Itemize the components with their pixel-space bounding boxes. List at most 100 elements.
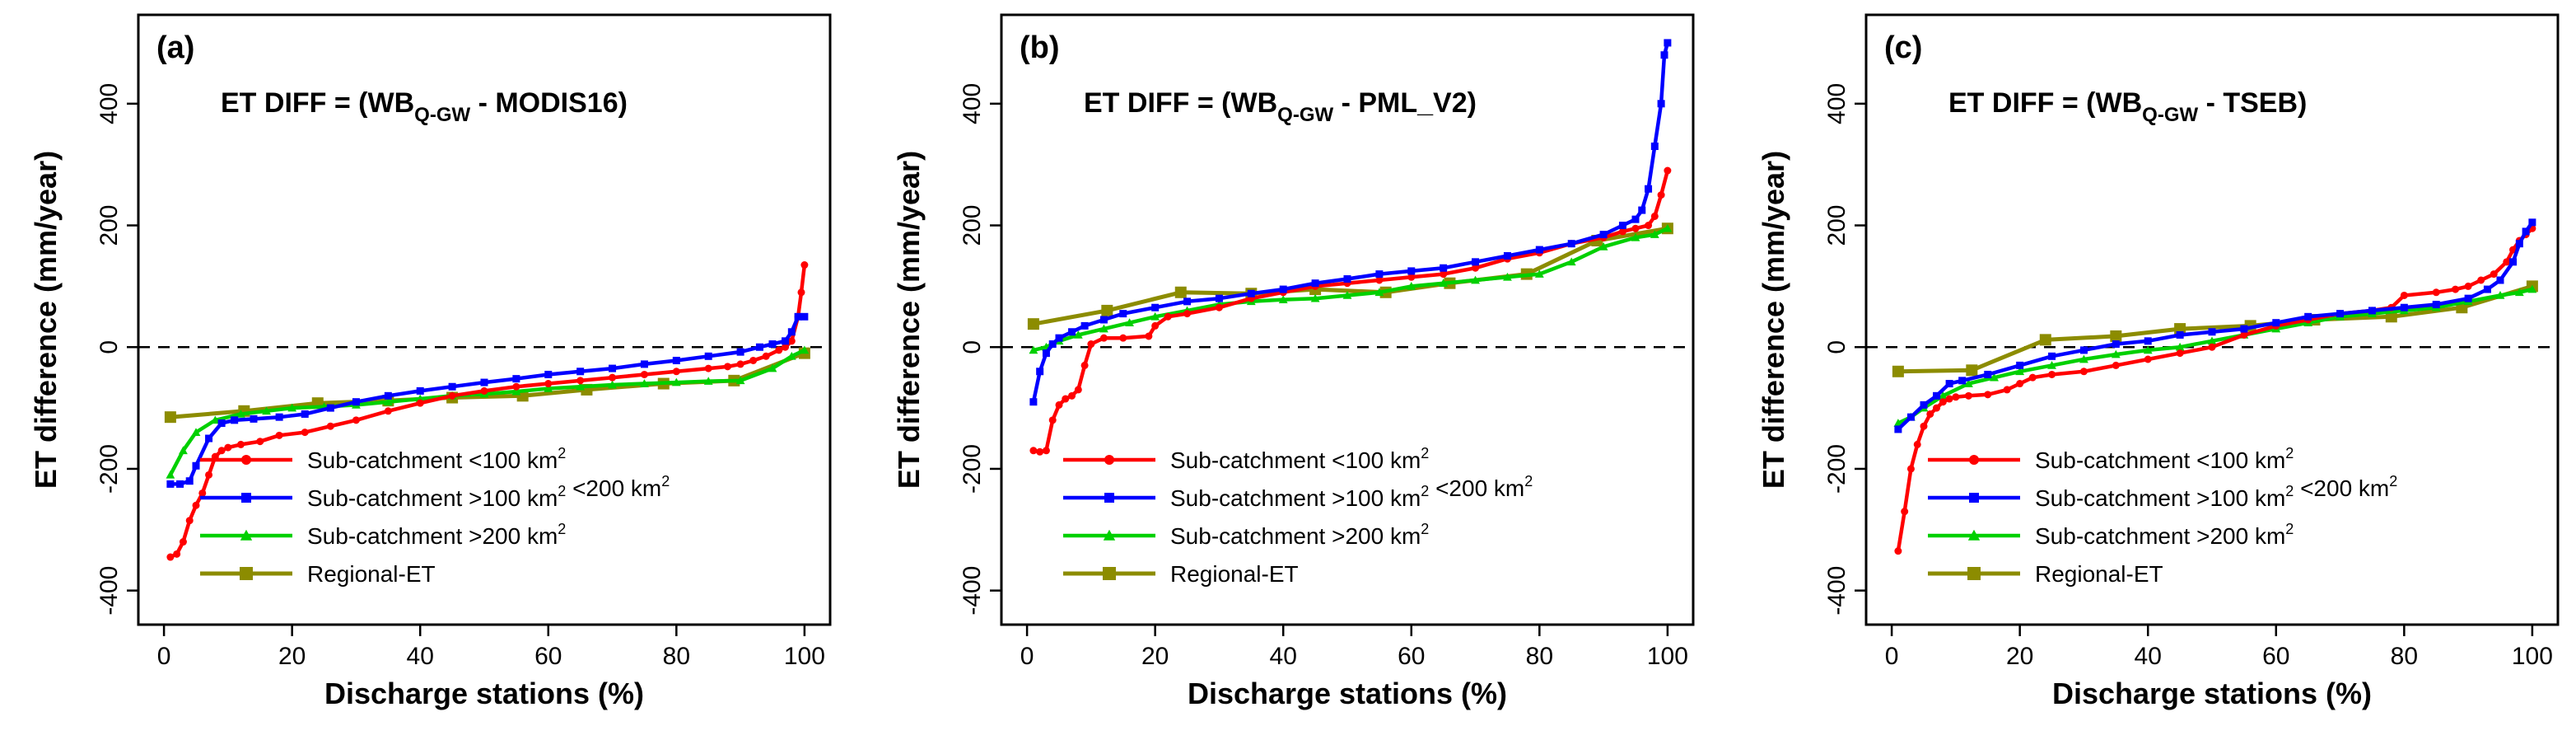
- data-point-sub_small: [352, 416, 360, 424]
- plot-frame: [1864, 13, 2560, 626]
- panel-label: (b): [1020, 30, 1060, 65]
- data-point-sub_small: [2048, 370, 2056, 378]
- legend-entry: Sub-catchment >100 km2 <200 km2: [307, 473, 670, 511]
- data-point-sub_small: [1099, 334, 1108, 342]
- data-point-sub_small: [1984, 391, 1992, 399]
- data-point-sub_mid: [326, 404, 334, 412]
- chart-title-prefix: ET DIFF = (WB: [1948, 87, 2142, 119]
- data-point-sub_small: [1164, 312, 1172, 321]
- legend-superscript: 2: [2285, 445, 2294, 461]
- data-point-sub_mid: [704, 352, 712, 360]
- data-point-sub_mid: [2464, 294, 2472, 302]
- y-tick-label: -200: [96, 444, 123, 494]
- data-point-sub_mid: [672, 356, 680, 364]
- data-point-sub_large: [1534, 269, 1544, 278]
- chart-title-prefix: ET DIFF = (WB: [221, 87, 414, 119]
- data-point-sub_small: [416, 399, 424, 407]
- y-tick-label: 0: [959, 340, 986, 354]
- legend-entry: Sub-catchment >100 km2 <200 km2: [2035, 473, 2397, 511]
- data-point-sub_mid: [2144, 337, 2152, 345]
- data-point-sub_mid: [1311, 279, 1319, 288]
- x-tick-label: 100: [2512, 643, 2553, 670]
- y-tick-label: -200: [959, 444, 986, 494]
- data-point-sub_mid: [1664, 39, 1672, 47]
- data-point-sub_small: [544, 380, 553, 388]
- data-point-sub_mid: [1660, 51, 1668, 59]
- data-point-sub_mid: [2304, 312, 2312, 321]
- data-point-sub_mid: [2400, 303, 2408, 311]
- data-point-sub_large: [544, 384, 553, 392]
- legend-text: Regional-ET: [1170, 561, 1299, 587]
- data-point-sub_small: [2464, 282, 2472, 290]
- legend-entry: Sub-catchment <100 km2: [307, 445, 566, 473]
- legend-marker-sub_small: [1969, 455, 1979, 465]
- chart-title-subscript: Q-GW: [414, 104, 470, 126]
- data-point-sub_small: [1894, 547, 1902, 555]
- x-tick-label: 80: [2391, 643, 2418, 670]
- data-point-sub_mid: [185, 477, 194, 485]
- data-point-sub_mid: [2496, 276, 2504, 284]
- data-point-sub_large: [1374, 288, 1384, 297]
- data-point-sub_small: [576, 377, 585, 385]
- data-point-sub_large: [786, 351, 796, 360]
- data-point-sub_mid: [205, 434, 213, 443]
- data-point-sub_mid: [512, 375, 520, 383]
- y-tick-label: 400: [1823, 83, 1850, 124]
- data-point-sub_large: [1631, 232, 1640, 241]
- legend-entry: Regional-ET: [2035, 561, 2163, 587]
- data-point-sub_mid: [794, 312, 802, 321]
- data-point-sub_small: [762, 352, 770, 360]
- data-point-sub_large: [1663, 223, 1673, 232]
- series-line-sub_large: [1033, 227, 1668, 353]
- data-point-sub_small: [2452, 285, 2460, 293]
- legend-text: <200 km: [566, 475, 661, 501]
- data-point-sub_mid: [384, 391, 392, 400]
- data-point-sub_small: [736, 360, 744, 368]
- data-point-sub_small: [1062, 395, 1070, 403]
- data-point-sub_mid: [176, 480, 184, 488]
- data-point-sub_mid: [192, 461, 200, 470]
- legend-entry: Regional-ET: [1170, 561, 1299, 587]
- data-point-sub_small: [609, 373, 617, 382]
- x-tick-label: 80: [663, 643, 690, 670]
- data-point-sub_mid: [1183, 297, 1192, 306]
- data-point-sub_mid: [1645, 185, 1653, 193]
- data-point-sub_small: [1080, 361, 1089, 369]
- data-point-sub_small: [2432, 288, 2440, 297]
- data-point-sub_large: [640, 379, 649, 387]
- data-point-sub_large: [1938, 391, 1948, 400]
- data-point-sub_large: [703, 377, 713, 385]
- data-point-sub_mid: [1657, 100, 1665, 108]
- legend-text: Regional-ET: [307, 561, 436, 587]
- legend-entry: Sub-catchment <100 km2: [2035, 445, 2294, 473]
- legend-text: <200 km: [2294, 475, 2389, 501]
- data-point-sub_small: [797, 288, 805, 297]
- y-tick-label: 200: [96, 204, 123, 246]
- data-point-regional: [1892, 365, 1904, 377]
- data-point-sub_small: [2144, 355, 2152, 363]
- data-point-sub_small: [2208, 343, 2216, 351]
- series-line-regional: [1033, 226, 1668, 326]
- data-point-sub_mid: [755, 343, 763, 351]
- data-point-sub_small: [301, 429, 309, 437]
- data-point-sub_large: [1150, 311, 1160, 321]
- data-point-sub_mid: [1029, 398, 1038, 406]
- data-point-sub_small: [1952, 393, 1960, 401]
- data-point-sub_mid: [1503, 251, 1511, 260]
- data-point-sub_large: [671, 377, 681, 386]
- data-point-sub_mid: [1618, 222, 1626, 230]
- data-point-sub_mid: [787, 328, 796, 336]
- x-tick-label: 0: [1020, 643, 1034, 670]
- data-point-sub_small: [1631, 224, 1640, 232]
- legend-entry: Sub-catchment >100 km2 <200 km2: [1170, 473, 1533, 511]
- data-point-sub_mid: [2432, 301, 2440, 309]
- data-point-sub_large: [768, 363, 777, 372]
- data-point-sub_mid: [2528, 218, 2536, 227]
- x-axis-label: Discharge stations (%): [324, 677, 644, 710]
- data-point-sub_small: [1068, 391, 1076, 400]
- data-point-sub_mid: [2208, 328, 2216, 336]
- plot-frame: [137, 13, 832, 626]
- data-point-sub_mid: [166, 480, 175, 488]
- legend-entry: Sub-catchment >200 km2: [2035, 521, 2294, 549]
- data-point-sub_mid: [1894, 425, 1902, 433]
